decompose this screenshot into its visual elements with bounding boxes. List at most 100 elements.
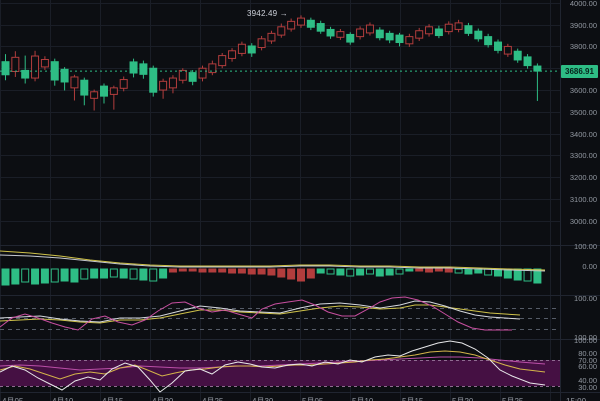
histogram-bar	[228, 268, 237, 274]
candle-body	[375, 29, 384, 39]
candle-body	[287, 20, 296, 30]
time-axis-label[interactable]: 5月15	[402, 397, 424, 401]
histogram-bar	[306, 268, 315, 279]
histogram-bar	[297, 268, 305, 282]
last-price-tag: 3686.91	[561, 65, 598, 78]
price-axis-label[interactable]: 3500.00	[570, 108, 597, 117]
histogram-bar	[395, 268, 404, 275]
candle-body	[60, 68, 69, 83]
histogram-bar	[267, 268, 276, 276]
candle-body	[484, 36, 493, 46]
candle-body	[395, 34, 404, 44]
candle-body	[316, 23, 325, 32]
candle-body	[444, 23, 453, 33]
histogram-bar	[326, 268, 335, 275]
candle-body	[119, 79, 128, 89]
price-axis-label[interactable]: 100.00	[574, 333, 597, 342]
histogram-bar	[109, 268, 118, 278]
candle-body	[178, 69, 187, 81]
oscillator-line-white	[0, 300, 521, 323]
price-axis-label[interactable]: 30.00	[578, 383, 597, 392]
candle-body	[425, 26, 434, 35]
time-axis-label[interactable]: 5月25	[502, 397, 524, 401]
time-axis-label[interactable]: 4月20	[152, 397, 174, 401]
candle-body	[405, 36, 414, 45]
price-axis-label[interactable]: 80.00	[578, 349, 597, 358]
price-axis-label[interactable]: 40.00	[578, 376, 597, 385]
histogram-bar	[365, 268, 374, 275]
histogram-bar	[533, 268, 542, 284]
histogram-bar	[149, 268, 158, 282]
candle-body	[415, 30, 424, 39]
price-axis-label[interactable]: 3300.00	[570, 151, 597, 160]
price-axis-label[interactable]: 60.00	[578, 362, 597, 371]
price-axis-label[interactable]: 100.00	[574, 242, 597, 251]
histogram-bar	[316, 268, 325, 274]
candle-body	[208, 63, 217, 74]
price-axis-label[interactable]: 3900.00	[570, 21, 597, 30]
candle-body	[247, 45, 256, 54]
price-axis-label[interactable]: 70.00	[578, 356, 597, 365]
candle-body	[494, 41, 502, 51]
price-axis-label[interactable]: 100.00	[574, 294, 597, 303]
histogram-bar	[100, 268, 108, 279]
price-axis-label[interactable]: 100.00	[574, 336, 597, 345]
price-axis-label[interactable]: 3800.00	[570, 42, 597, 51]
time-axis-label[interactable]: 4月30	[252, 397, 274, 401]
histogram-bar	[40, 268, 49, 284]
histogram-bar	[464, 268, 473, 275]
candle-body	[454, 22, 463, 30]
time-axis-label[interactable]: 15:00	[566, 397, 587, 401]
candle-body	[267, 32, 276, 42]
histogram-bar	[287, 268, 296, 280]
time-axis-label[interactable]: 4月15	[102, 397, 124, 401]
price-axis-label[interactable]: 3100.00	[570, 195, 597, 204]
rsi-line-white	[0, 340, 546, 393]
candle-body	[385, 32, 394, 41]
candle-body	[168, 77, 177, 89]
candle-body	[159, 80, 168, 91]
histogram-bar	[50, 268, 59, 283]
time-axis-label[interactable]: 4月05	[2, 397, 24, 401]
histogram-bar	[277, 268, 286, 278]
time-axis-label[interactable]: 4月25	[202, 397, 224, 401]
histogram-bar	[336, 268, 345, 276]
candle-body	[365, 24, 374, 34]
candle-body	[297, 17, 305, 26]
price-axis-label[interactable]: 4000.00	[570, 0, 597, 8]
histogram-bar	[11, 268, 20, 285]
histogram-bar	[346, 268, 355, 277]
histogram-bar	[208, 268, 217, 273]
price-axis-label[interactable]: 3000.00	[570, 217, 597, 226]
histogram-bar	[523, 268, 532, 282]
price-axis-label[interactable]: 3200.00	[570, 173, 597, 182]
candle-body	[218, 55, 227, 67]
histogram-bar	[80, 268, 89, 280]
candle-body	[503, 45, 512, 55]
time-axis-label[interactable]: 5月05	[302, 397, 324, 401]
histogram-bar	[237, 268, 246, 274]
time-axis-label[interactable]: 5月10	[352, 397, 374, 401]
candle-body	[434, 28, 443, 37]
volume-ma-line-yellow	[0, 250, 546, 271]
histogram-bar	[444, 268, 453, 273]
histogram-bar	[21, 268, 30, 283]
histogram-bar	[454, 268, 463, 274]
candle-body	[523, 56, 532, 67]
candle-body	[70, 76, 79, 89]
price-axis-label[interactable]: 3400.00	[570, 130, 597, 139]
volume-ma-line-gray	[0, 254, 546, 272]
candle-body	[1, 61, 10, 76]
oscillator-line-magenta	[0, 296, 512, 331]
time-axis-label[interactable]: 5月20	[452, 397, 474, 401]
time-axis-label[interactable]: 4月10	[52, 397, 74, 401]
histogram-bar	[405, 268, 414, 272]
candle-body	[50, 61, 59, 81]
price-axis-label[interactable]: 3600.00	[570, 86, 597, 95]
histogram-bar	[198, 268, 207, 273]
histogram-bar	[434, 268, 443, 272]
candle-body	[336, 31, 345, 38]
candle-body	[474, 30, 483, 40]
price-axis-label[interactable]: 0.00	[582, 262, 597, 271]
